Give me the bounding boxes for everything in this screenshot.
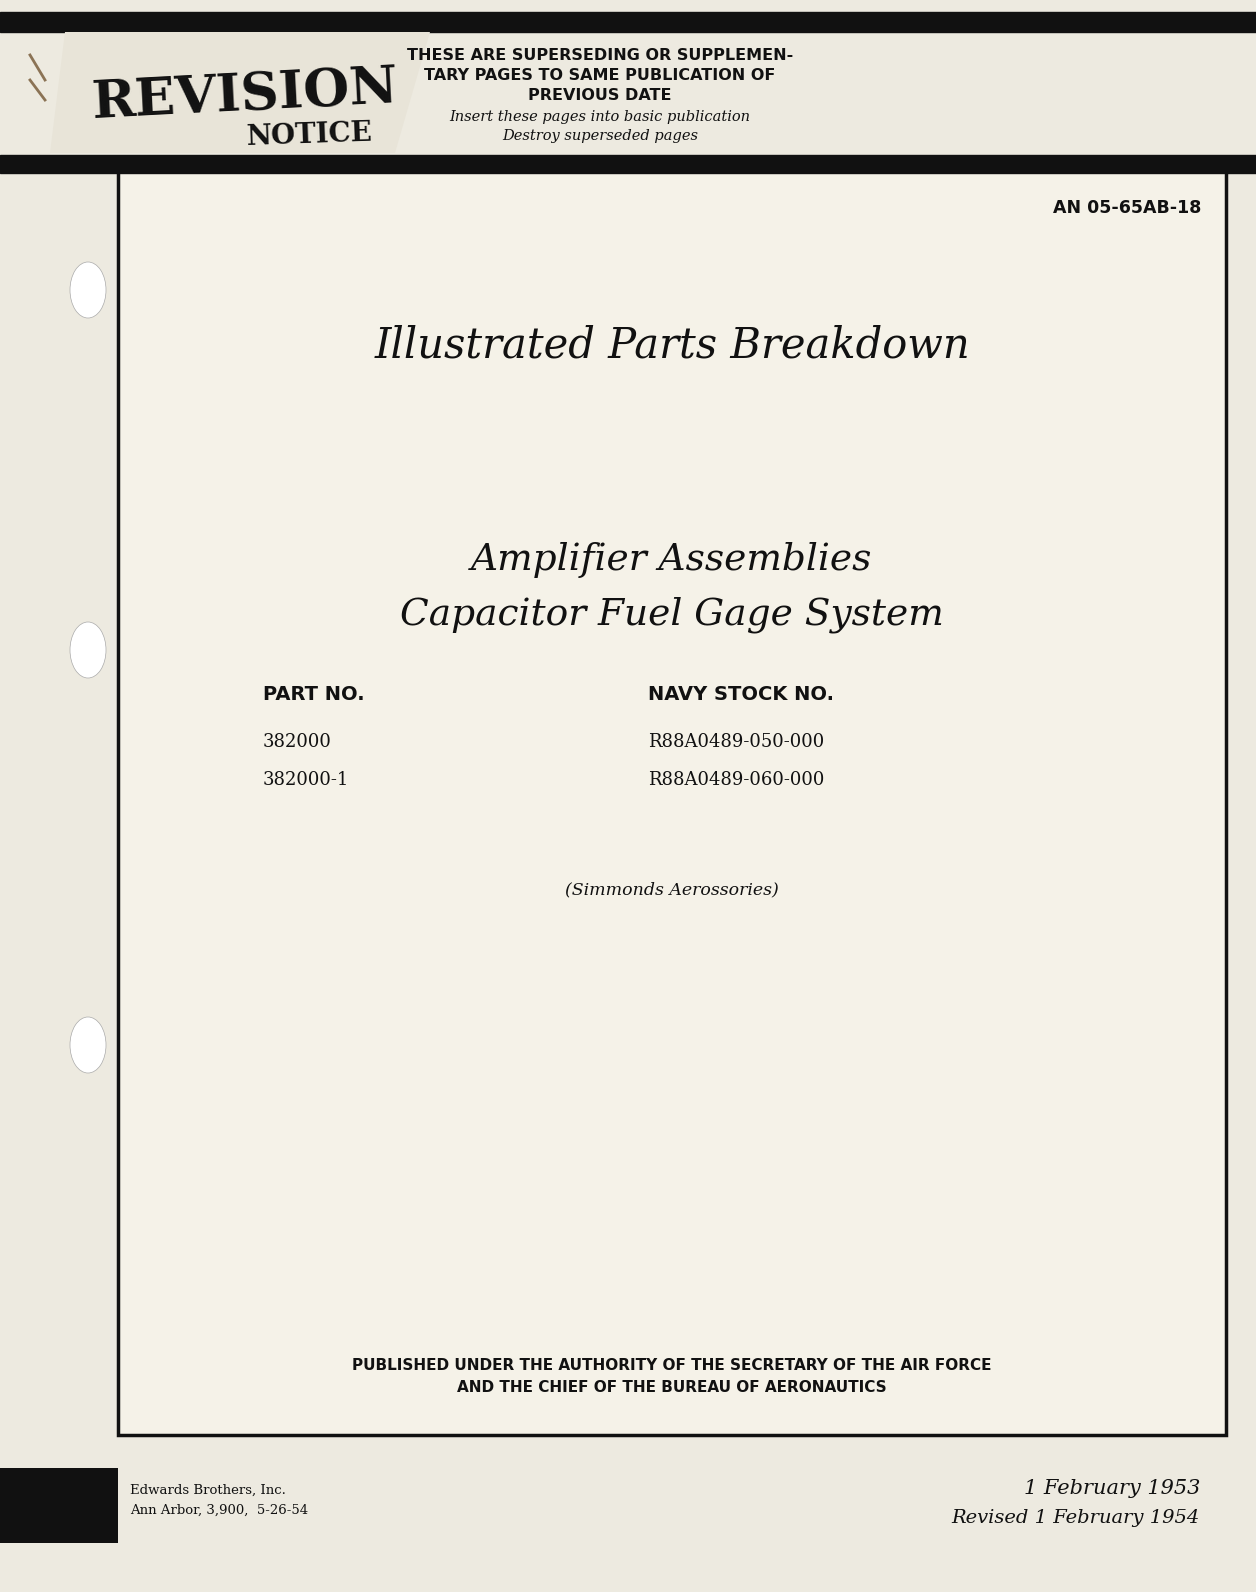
Bar bbox=[0, 13, 1256, 32]
Text: Edwards Brothers, Inc.: Edwards Brothers, Inc. bbox=[131, 1484, 286, 1496]
Text: Destroy superseded pages: Destroy superseded pages bbox=[502, 129, 698, 143]
Text: 382000-1: 382000-1 bbox=[263, 771, 349, 790]
Text: 382000: 382000 bbox=[263, 732, 332, 751]
Text: R88A0489-050-000: R88A0489-050-000 bbox=[648, 732, 824, 751]
Text: Insert these pages into basic publication: Insert these pages into basic publicatio… bbox=[450, 110, 751, 124]
Text: THESE ARE SUPERSEDING OR SUPPLEMEN-: THESE ARE SUPERSEDING OR SUPPLEMEN- bbox=[407, 48, 793, 62]
Text: 1 February 1953: 1 February 1953 bbox=[1024, 1479, 1199, 1498]
Bar bbox=[0, 1468, 118, 1543]
Text: PART NO.: PART NO. bbox=[263, 686, 364, 705]
Text: Ann Arbor, 3,900,  5-26-54: Ann Arbor, 3,900, 5-26-54 bbox=[131, 1503, 308, 1517]
Polygon shape bbox=[50, 32, 430, 153]
Text: NAVY STOCK NO.: NAVY STOCK NO. bbox=[648, 686, 834, 705]
Text: NOTICE: NOTICE bbox=[246, 119, 373, 151]
Text: Revised 1 February 1954: Revised 1 February 1954 bbox=[952, 1509, 1199, 1527]
Ellipse shape bbox=[70, 622, 106, 678]
Text: REVISION: REVISION bbox=[90, 62, 399, 129]
Text: (Simmonds Aerossories): (Simmonds Aerossories) bbox=[565, 882, 779, 898]
Text: PUBLISHED UNDER THE AUTHORITY OF THE SECRETARY OF THE AIR FORCE: PUBLISHED UNDER THE AUTHORITY OF THE SEC… bbox=[352, 1358, 992, 1372]
Text: PREVIOUS DATE: PREVIOUS DATE bbox=[529, 88, 672, 102]
Text: TARY PAGES TO SAME PUBLICATION OF: TARY PAGES TO SAME PUBLICATION OF bbox=[425, 67, 776, 83]
Text: AND THE CHIEF OF THE BUREAU OF AERONAUTICS: AND THE CHIEF OF THE BUREAU OF AERONAUTI… bbox=[457, 1380, 887, 1395]
Text: R88A0489-060-000: R88A0489-060-000 bbox=[648, 771, 824, 790]
Ellipse shape bbox=[70, 263, 106, 318]
Text: Amplifier Assemblies: Amplifier Assemblies bbox=[471, 541, 873, 578]
Text: Illustrated Parts Breakdown: Illustrated Parts Breakdown bbox=[374, 325, 970, 366]
Bar bbox=[118, 170, 1226, 1434]
Text: AN 05-65AB-18: AN 05-65AB-18 bbox=[1053, 199, 1201, 217]
Text: Capacitor Fuel Gage System: Capacitor Fuel Gage System bbox=[401, 597, 943, 634]
Bar bbox=[0, 154, 1256, 174]
Ellipse shape bbox=[70, 1017, 106, 1073]
